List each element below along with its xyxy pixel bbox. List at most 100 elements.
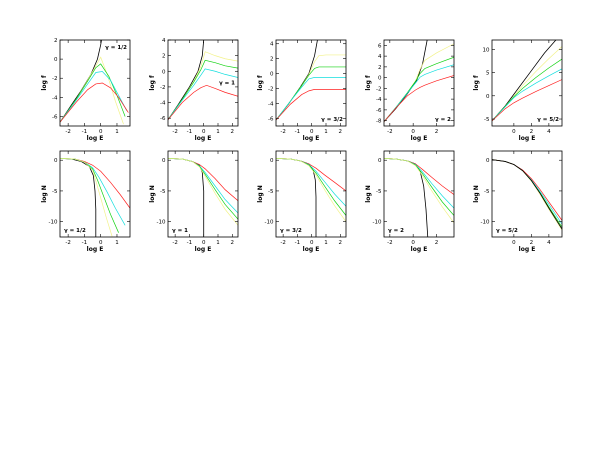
- series-line-black: [168, 157, 205, 237]
- x-axis-label: log E: [303, 135, 320, 142]
- y-tick-label: 0: [378, 76, 382, 82]
- y-tick-label: 4: [162, 38, 166, 44]
- series-line-black: [168, 40, 205, 120]
- y-tick-label: 2: [54, 38, 58, 44]
- y-tick-label: 0: [486, 94, 490, 100]
- y-tick-label: 4: [378, 54, 382, 60]
- series-line-green: [276, 66, 346, 121]
- series-line-red: [60, 158, 130, 209]
- gamma-label: γ = 2: [388, 228, 404, 234]
- y-tick-label: -5: [376, 189, 382, 195]
- x-tick-label: 2: [339, 240, 343, 246]
- y-tick-label: -4: [160, 101, 166, 107]
- y-tick-label: -10: [481, 220, 490, 226]
- series-line-yellow: [276, 158, 346, 222]
- x-axis-label: log E: [87, 246, 104, 253]
- y-tick-label: -2: [52, 76, 57, 82]
- x-axis-label: log E: [87, 135, 104, 142]
- panel-top-4: -2 0 2 -8 -6 -4 -2 0 2 4 6 log E log f γ = 2: [365, 39, 455, 142]
- x-tick-label: -1: [82, 240, 87, 246]
- x-tick-label: -2: [172, 240, 177, 246]
- gamma-label: γ = 1: [219, 81, 235, 87]
- panel-top-1: -2 -1 0 1 -6 -4 -2 0 2 log E log f γ = 1/2: [41, 38, 131, 142]
- x-tick-label: 2: [435, 129, 439, 135]
- x-tick-label: 0: [99, 129, 103, 135]
- x-tick-label: -2: [280, 240, 285, 246]
- gamma-label: γ = 5/2: [496, 228, 518, 234]
- x-tick-label: 0: [512, 240, 516, 246]
- y-tick-label: 0: [54, 57, 58, 63]
- y-axis-label: log f: [257, 75, 264, 91]
- x-tick-label: -1: [295, 129, 300, 135]
- plot-frame: [491, 150, 563, 238]
- series-line-yellow: [60, 158, 113, 237]
- x-tick-label: 4: [547, 240, 551, 246]
- x-tick-label: 0: [202, 129, 206, 135]
- y-tick-label: 2: [378, 65, 382, 71]
- series-line-yellow: [60, 56, 124, 125]
- gamma-label: γ = 5/2: [537, 117, 559, 123]
- series-line-yellow: [384, 158, 454, 224]
- x-tick-label: -1: [295, 240, 300, 246]
- y-axis-label: log f: [473, 75, 480, 91]
- y-axis-label: log f: [149, 75, 156, 91]
- x-tick-label: 1: [115, 129, 119, 135]
- x-tick-label: 1: [324, 129, 328, 135]
- series-line-black: [60, 157, 97, 237]
- y-tick-label: 6: [378, 43, 382, 49]
- y-tick-label: 0: [270, 72, 274, 78]
- x-tick-label: 1: [216, 240, 220, 246]
- x-tick-label: 2: [530, 240, 534, 246]
- x-tick-label: 2: [530, 129, 534, 135]
- series-line-red: [168, 84, 238, 120]
- y-axis-label: log N: [41, 185, 48, 203]
- y-axis-label: log N: [473, 185, 480, 203]
- plot-frame: [491, 39, 563, 127]
- y-tick-label: -10: [373, 220, 382, 226]
- x-tick-label: 0: [310, 240, 314, 246]
- x-tick-label: 0: [512, 129, 516, 135]
- series-line-red: [276, 89, 346, 121]
- y-tick-label: -4: [268, 102, 274, 108]
- y-tick-label: 10: [483, 47, 490, 53]
- x-axis-label: log E: [303, 246, 320, 253]
- series-line-black: [60, 40, 102, 123]
- plot-frame: [167, 150, 239, 238]
- y-tick-label: 0: [162, 69, 166, 75]
- y-tick-label: -2: [376, 86, 381, 92]
- y-tick-label: -4: [376, 97, 382, 103]
- panel-top-2: -2 -1 0 1 2 -6 -4 -2 0 2 4 log E log f γ = 1: [149, 38, 239, 142]
- y-axis-label: log N: [365, 185, 372, 203]
- series-line-red: [384, 158, 454, 195]
- y-tick-label: -6: [376, 108, 382, 114]
- y-tick-label: -10: [157, 220, 166, 226]
- series-line-cyan: [492, 159, 562, 225]
- y-tick-label: -6: [268, 117, 274, 123]
- gamma-label: γ = 2: [435, 117, 451, 123]
- series-line-green: [384, 56, 454, 122]
- series-line-black: [492, 40, 557, 122]
- series-line-cyan: [492, 68, 562, 122]
- gamma-label: γ = 1/2: [105, 45, 127, 51]
- series-line-black: [276, 157, 317, 237]
- series-line-red: [276, 158, 346, 192]
- x-tick-label: 0: [411, 129, 415, 135]
- series-line-yellow: [276, 54, 346, 121]
- panel-top-5: 0 2 4 -5 0 5 10 log E log f γ = 5/2: [473, 39, 563, 142]
- series-line-green: [60, 63, 126, 123]
- gamma-label: γ = 1/2: [64, 228, 86, 234]
- series-line-red: [384, 75, 454, 122]
- series-line-cyan: [168, 68, 238, 120]
- series-line-green: [168, 59, 238, 120]
- y-tick-label: 0: [162, 158, 166, 164]
- y-tick-label: 4: [270, 42, 274, 48]
- panel-top-3: -2 -1 0 1 2 -6 -4 -2 0 2 4 log E log f γ = 3/2: [257, 39, 347, 142]
- x-tick-label: 4: [547, 129, 551, 135]
- x-axis-label: log E: [411, 135, 428, 142]
- y-tick-label: -4: [52, 95, 58, 101]
- y-tick-label: -6: [52, 114, 58, 120]
